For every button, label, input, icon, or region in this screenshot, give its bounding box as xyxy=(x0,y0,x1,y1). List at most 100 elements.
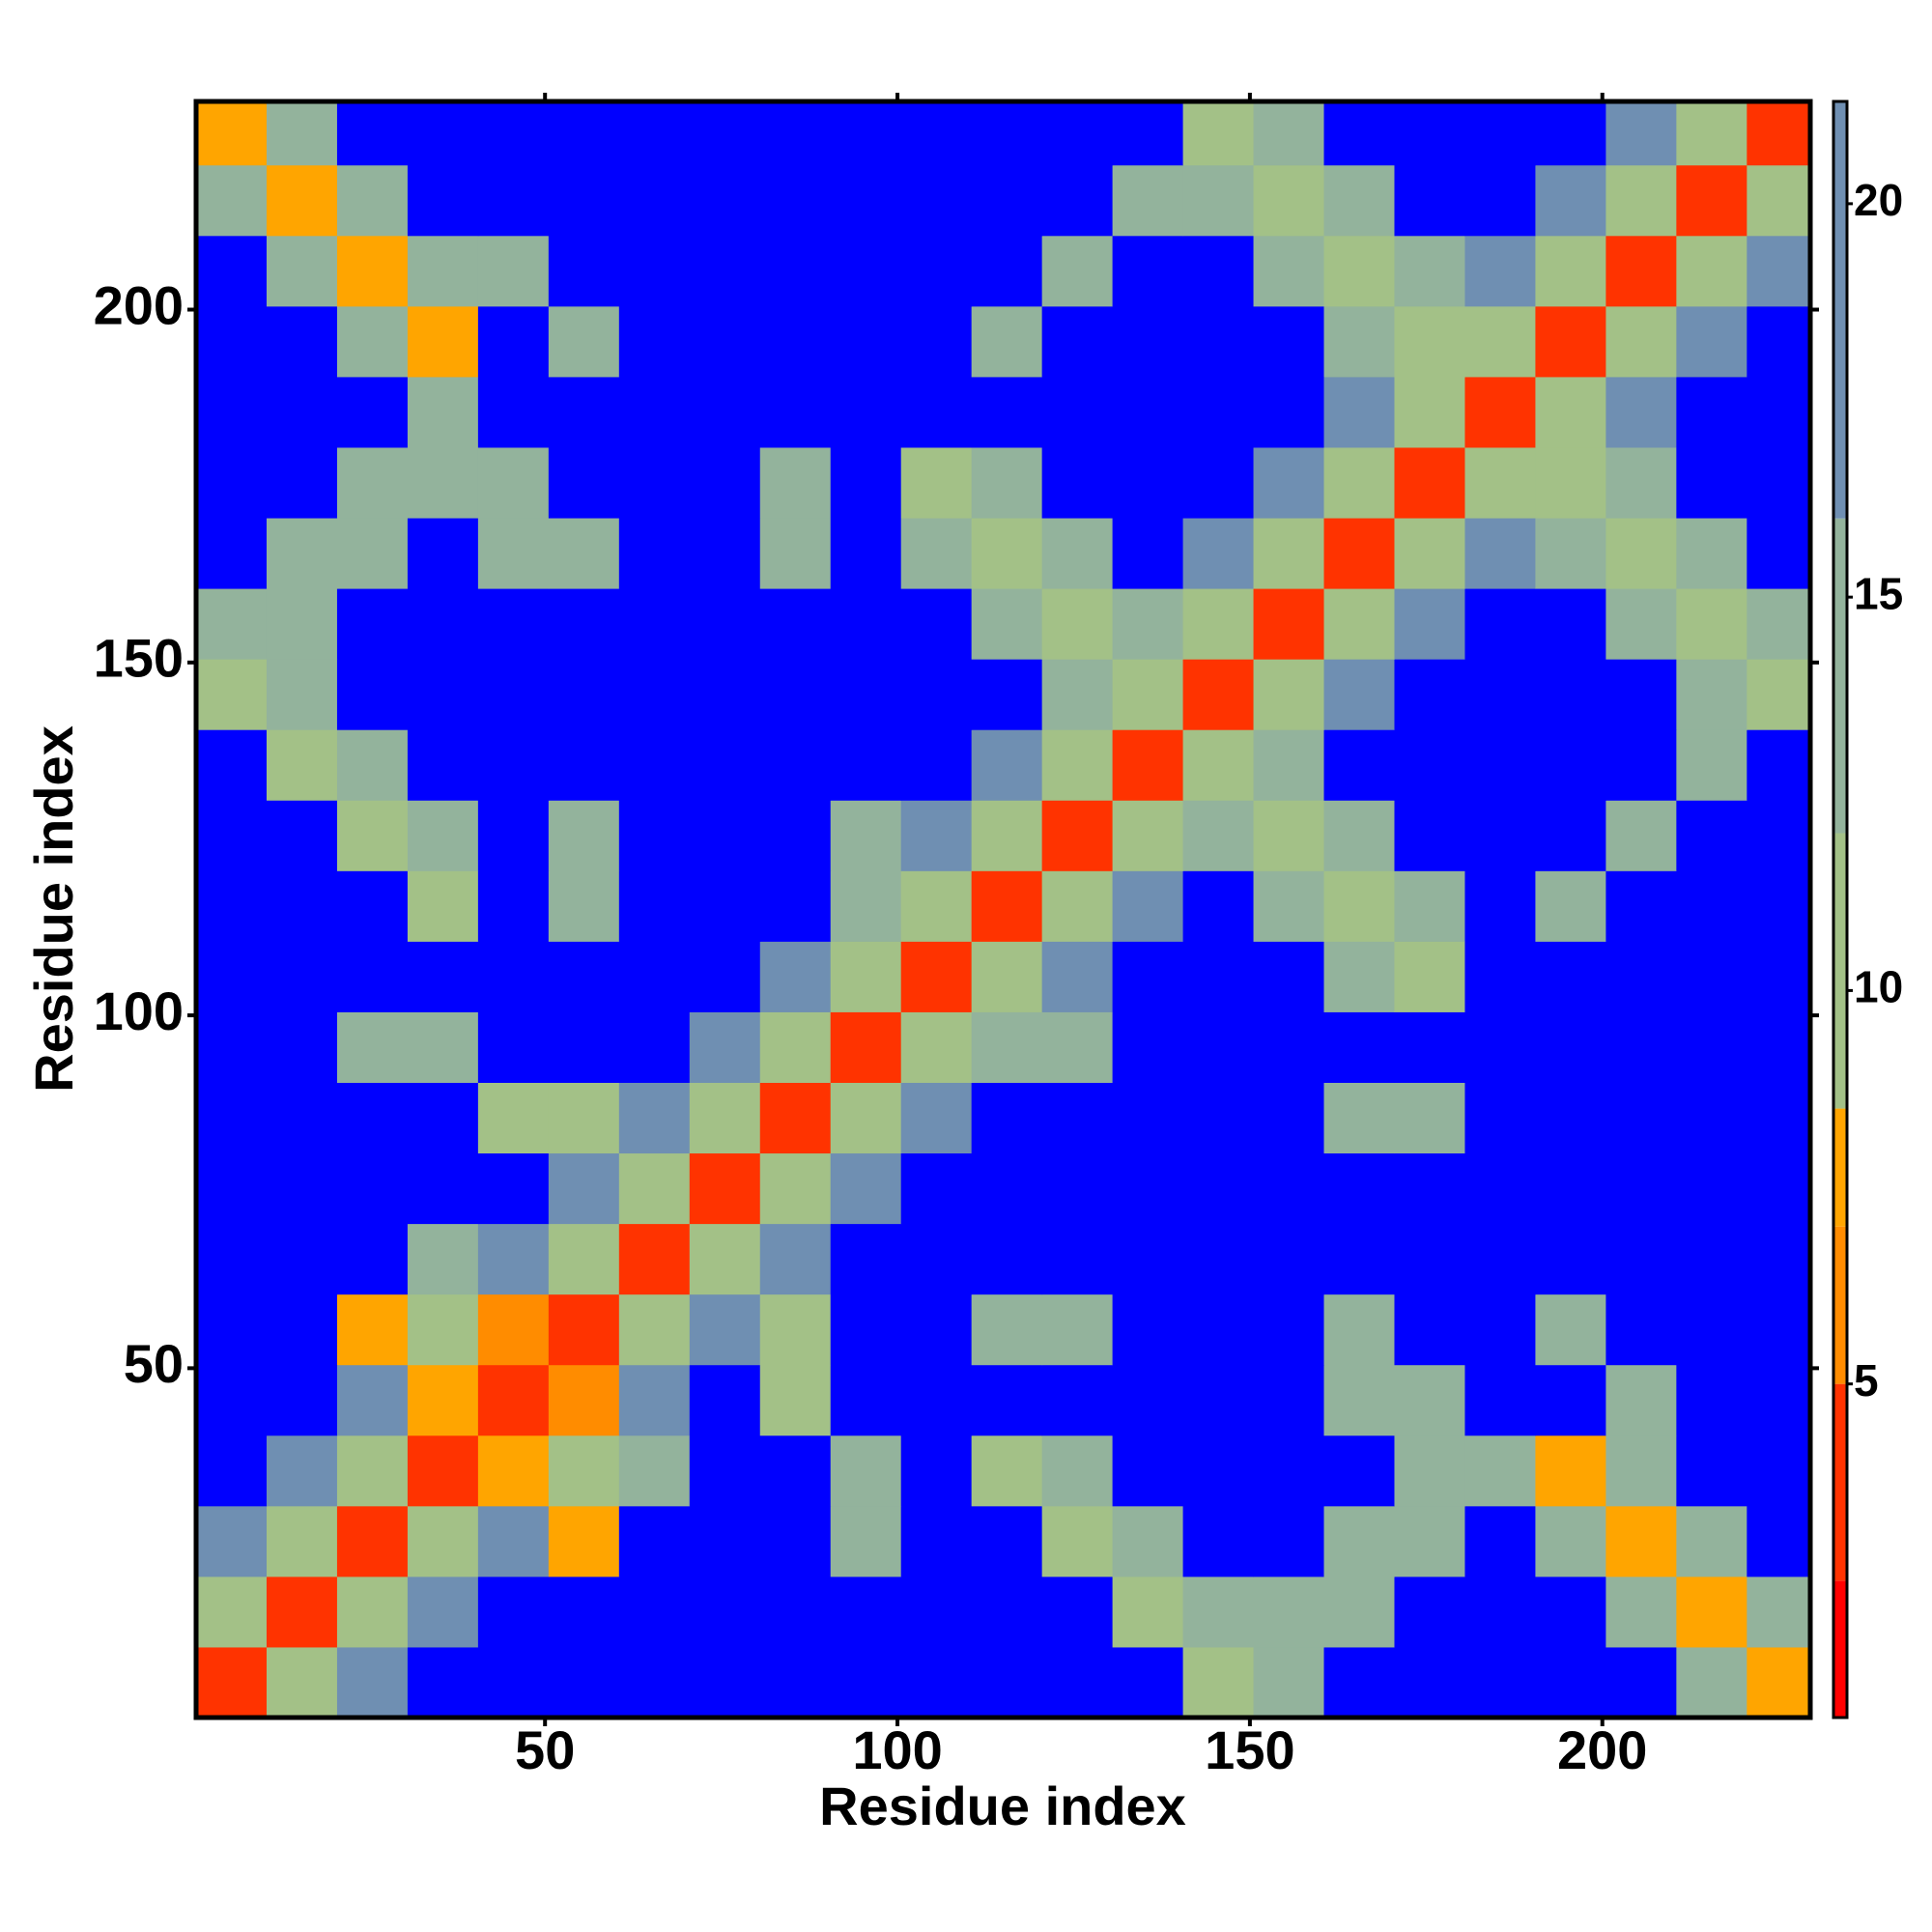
heatmap-cell xyxy=(1676,446,1747,519)
heatmap-cell xyxy=(1253,729,1325,801)
heatmap-cell xyxy=(1605,446,1677,519)
heatmap-cell xyxy=(1394,1576,1465,1648)
heatmap-cell xyxy=(1394,1646,1465,1718)
heatmap-cell xyxy=(1464,235,1536,307)
heatmap-cell xyxy=(548,659,620,730)
heatmap-cell xyxy=(1464,941,1536,1012)
heatmap-cell xyxy=(689,518,761,589)
heatmap-cell xyxy=(196,446,268,519)
heatmap-cell xyxy=(1112,1646,1184,1718)
heatmap-cell xyxy=(548,1576,620,1648)
colorbar-segment xyxy=(1833,1580,1847,1718)
heatmap-cell xyxy=(971,1646,1043,1718)
heatmap-cell xyxy=(196,800,268,871)
heatmap-cell xyxy=(1747,659,1810,730)
heatmap-cell xyxy=(1041,800,1114,871)
heatmap-cell xyxy=(548,729,620,801)
heatmap-cell xyxy=(618,1082,691,1154)
heatmap-cell xyxy=(548,1364,620,1436)
heatmap-cell xyxy=(1182,101,1255,166)
heatmap-cell xyxy=(1605,305,1677,378)
heatmap-cell xyxy=(689,101,761,166)
heatmap-cell xyxy=(196,870,268,942)
heatmap-cell xyxy=(1323,800,1395,871)
heatmap-cell xyxy=(1323,101,1395,166)
heatmap-cell xyxy=(971,870,1043,942)
heatmap-cell xyxy=(1535,1435,1606,1507)
heatmap-cell xyxy=(759,1576,832,1648)
heatmap-cell xyxy=(618,1223,691,1295)
heatmap-cell xyxy=(1253,101,1325,166)
heatmap-cell xyxy=(336,376,409,448)
heatmap-cell xyxy=(900,446,973,519)
heatmap-cell xyxy=(1605,1364,1677,1436)
heatmap-cell xyxy=(548,101,620,166)
heatmap-cell xyxy=(548,870,620,942)
heatmap-cell xyxy=(971,446,1043,519)
heatmap-cell xyxy=(266,1576,338,1648)
heatmap-cell xyxy=(618,1152,691,1225)
heatmap-cell xyxy=(759,1082,832,1154)
heatmap-cell xyxy=(477,1152,550,1225)
heatmap-cell xyxy=(336,588,409,660)
heatmap-cell xyxy=(1112,729,1184,801)
heatmap-cell xyxy=(618,101,691,166)
heatmap-cell xyxy=(1605,1082,1677,1154)
heatmap-cell xyxy=(900,101,973,166)
heatmap-cell xyxy=(759,1646,832,1718)
heatmap-cell xyxy=(477,518,550,589)
heatmap-cell xyxy=(1182,1293,1255,1366)
heatmap-cell xyxy=(900,1646,973,1718)
heatmap-cell xyxy=(1253,941,1325,1012)
heatmap-cell xyxy=(477,729,550,801)
heatmap-cell xyxy=(618,446,691,519)
heatmap-cell xyxy=(477,1576,550,1648)
heatmap-cell xyxy=(971,588,1043,660)
heatmap-cell xyxy=(900,729,973,801)
heatmap-cell xyxy=(1747,1364,1810,1436)
heatmap-cell xyxy=(1112,235,1184,307)
heatmap-cell xyxy=(1253,1223,1325,1295)
heatmap-cell xyxy=(196,1505,268,1577)
colorbar-frame xyxy=(1832,99,1849,1719)
heatmap-cell xyxy=(1253,446,1325,519)
heatmap-cell xyxy=(900,1576,973,1648)
heatmap-cell xyxy=(548,1435,620,1507)
heatmap-cell xyxy=(900,941,973,1012)
heatmap-cell xyxy=(1323,729,1395,801)
heatmap-cell xyxy=(1112,164,1184,237)
heatmap-cell xyxy=(548,800,620,871)
heatmap-cell xyxy=(266,588,338,660)
heatmap-cell xyxy=(336,1082,409,1154)
heatmap-cell xyxy=(1394,1505,1465,1577)
heatmap-cell xyxy=(1394,1293,1465,1366)
heatmap-cell xyxy=(1535,101,1606,166)
heatmap-cell xyxy=(336,164,409,237)
heatmap-cell xyxy=(1394,446,1465,519)
heatmap-cell xyxy=(1112,1152,1184,1225)
heatmap-cell xyxy=(689,1576,761,1648)
heatmap-cell xyxy=(336,1646,409,1718)
heatmap-cell xyxy=(689,870,761,942)
heatmap-cell xyxy=(196,235,268,307)
heatmap-cell xyxy=(689,305,761,378)
heatmap-cell xyxy=(477,870,550,942)
heatmap-cell xyxy=(759,164,832,237)
heatmap-cell xyxy=(1182,1576,1255,1648)
heatmap-cell xyxy=(1676,588,1747,660)
heatmap-cell xyxy=(1323,1435,1395,1507)
heatmap-cell xyxy=(1394,305,1465,378)
heatmap-cell xyxy=(1605,235,1677,307)
heatmap-cell xyxy=(1747,1223,1810,1295)
heatmap-cell xyxy=(1253,1505,1325,1577)
heatmap-cell xyxy=(1041,1646,1114,1718)
heatmap-cell xyxy=(407,1364,479,1436)
heatmap-cell xyxy=(1323,305,1395,378)
heatmap-cell xyxy=(689,235,761,307)
heatmap-cell xyxy=(266,659,338,730)
heatmap-cell xyxy=(1253,1646,1325,1718)
heatmap-cell xyxy=(1182,446,1255,519)
heatmap-cell xyxy=(1112,1435,1184,1507)
heatmap-cell xyxy=(830,1576,902,1648)
